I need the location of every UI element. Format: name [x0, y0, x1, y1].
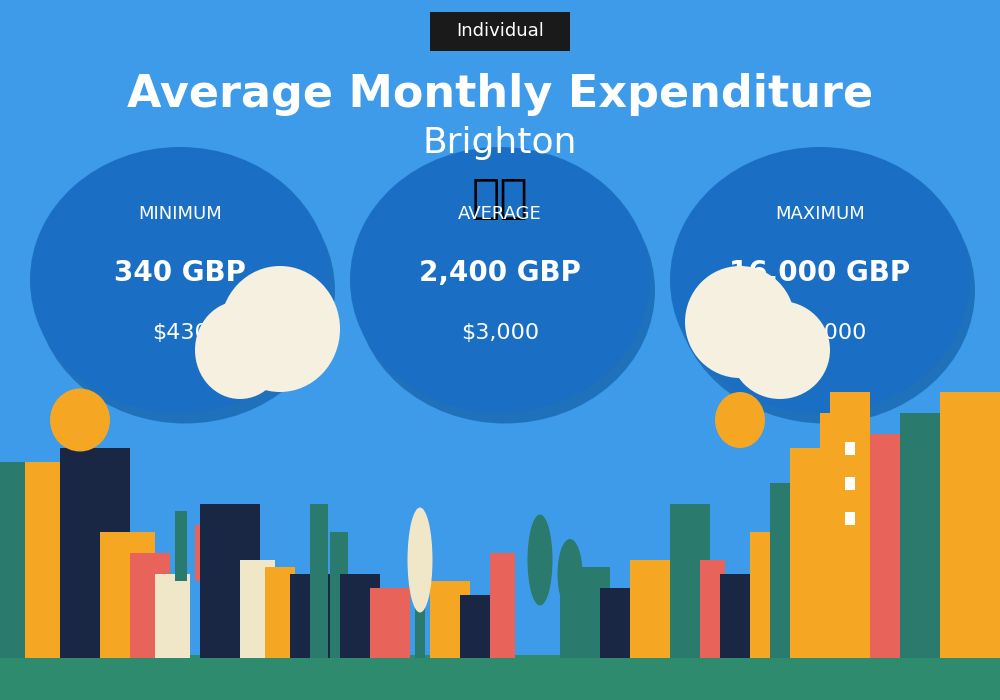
Bar	[870, 434, 910, 658]
Bar	[340, 574, 380, 658]
Ellipse shape	[675, 158, 975, 424]
Bar	[265, 567, 295, 658]
Ellipse shape	[408, 508, 432, 612]
Text: 340 GBP: 340 GBP	[114, 259, 246, 287]
Bar	[845, 442, 855, 455]
Bar	[310, 504, 328, 658]
Text: 16,000 GBP: 16,000 GBP	[729, 259, 911, 287]
Ellipse shape	[730, 301, 830, 399]
Text: Brighton: Brighton	[423, 127, 577, 160]
Bar	[330, 532, 348, 658]
Text: MINIMUM: MINIMUM	[138, 204, 222, 223]
Text: $430: $430	[152, 323, 208, 342]
Bar	[60, 448, 130, 658]
Bar	[0, 462, 60, 658]
Ellipse shape	[670, 147, 970, 413]
Bar	[720, 574, 760, 658]
Bar	[600, 588, 640, 658]
Bar	[900, 413, 950, 658]
Bar	[290, 574, 330, 658]
Bar	[200, 504, 260, 658]
Text: AVERAGE: AVERAGE	[458, 204, 542, 223]
Bar	[845, 477, 855, 490]
Text: 🇬🇧: 🇬🇧	[472, 177, 528, 222]
Ellipse shape	[195, 301, 285, 399]
Bar	[175, 511, 187, 581]
Ellipse shape	[685, 266, 795, 378]
Bar	[955, 448, 1000, 658]
Bar	[490, 553, 515, 658]
Ellipse shape	[220, 266, 340, 392]
Bar	[195, 525, 207, 581]
Ellipse shape	[35, 158, 335, 424]
Bar	[770, 483, 795, 658]
Bar	[240, 560, 275, 658]
Bar	[430, 581, 470, 658]
Bar	[940, 392, 1000, 658]
Ellipse shape	[30, 147, 330, 413]
FancyBboxPatch shape	[430, 12, 570, 51]
Ellipse shape	[528, 514, 552, 606]
Bar	[700, 560, 725, 658]
Bar	[100, 532, 155, 658]
Bar	[155, 574, 190, 658]
Text: MAXIMUM: MAXIMUM	[775, 204, 865, 223]
Bar	[0, 462, 25, 658]
Bar	[0, 654, 1000, 700]
Bar	[750, 532, 780, 658]
Ellipse shape	[558, 539, 582, 609]
Ellipse shape	[50, 389, 110, 452]
Text: $3,000: $3,000	[461, 323, 539, 342]
Bar	[630, 560, 680, 658]
Bar	[830, 392, 870, 658]
Text: 2,400 GBP: 2,400 GBP	[419, 259, 581, 287]
Text: $20,000: $20,000	[774, 323, 866, 342]
Bar	[415, 574, 425, 658]
Bar	[845, 512, 855, 525]
Text: Average Monthly Expenditure: Average Monthly Expenditure	[127, 73, 873, 116]
Ellipse shape	[350, 147, 650, 413]
Bar	[820, 413, 845, 658]
Bar	[370, 588, 410, 658]
Bar	[130, 553, 170, 658]
Ellipse shape	[355, 158, 655, 424]
Ellipse shape	[715, 392, 765, 448]
Bar	[560, 567, 610, 658]
Bar	[790, 448, 820, 658]
Bar	[460, 595, 500, 658]
Text: Individual: Individual	[456, 22, 544, 41]
Bar	[670, 504, 710, 658]
